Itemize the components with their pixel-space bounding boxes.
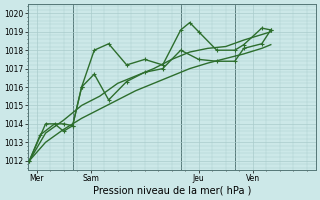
X-axis label: Pression niveau de la mer( hPa ): Pression niveau de la mer( hPa ) [92, 186, 251, 196]
